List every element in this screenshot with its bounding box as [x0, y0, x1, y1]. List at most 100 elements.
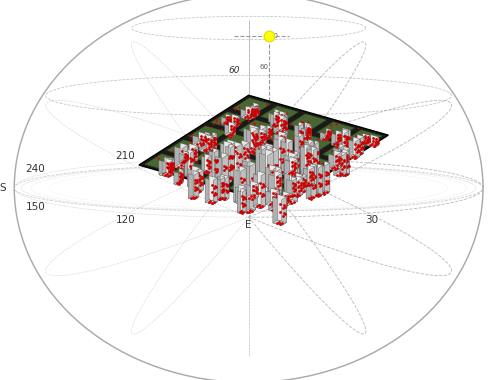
Polygon shape: [337, 132, 342, 146]
Point: [192, 194, 200, 200]
Point: [309, 155, 317, 161]
Point: [218, 177, 226, 183]
Point: [296, 188, 304, 195]
Point: [194, 179, 202, 185]
Point: [342, 136, 350, 142]
Point: [222, 176, 230, 182]
Point: [226, 124, 234, 130]
Polygon shape: [310, 141, 314, 166]
Point: [372, 141, 380, 147]
Point: [326, 129, 334, 135]
Point: [350, 155, 358, 161]
Polygon shape: [311, 143, 316, 175]
Point: [276, 175, 283, 181]
Polygon shape: [205, 178, 213, 204]
Point: [334, 171, 342, 177]
Point: [371, 140, 379, 146]
Point: [297, 185, 305, 191]
Polygon shape: [196, 168, 200, 188]
Point: [210, 192, 218, 198]
Point: [210, 137, 218, 143]
Point: [275, 158, 283, 164]
Polygon shape: [209, 179, 218, 183]
Point: [247, 127, 255, 133]
Point: [261, 110, 269, 116]
Point: [226, 117, 234, 123]
Point: [184, 172, 192, 178]
Point: [210, 135, 218, 141]
Point: [309, 175, 317, 181]
Point: [244, 149, 252, 155]
Point: [248, 113, 256, 119]
Point: [337, 149, 345, 155]
Point: [298, 119, 306, 125]
Polygon shape: [184, 152, 188, 163]
Polygon shape: [246, 130, 254, 155]
Point: [352, 145, 360, 151]
Point: [256, 139, 264, 145]
Polygon shape: [284, 193, 290, 207]
Point: [250, 146, 258, 152]
Point: [191, 177, 199, 183]
Polygon shape: [188, 169, 196, 188]
Point: [260, 137, 268, 143]
Point: [280, 130, 288, 136]
Point: [296, 147, 304, 153]
Point: [326, 131, 334, 137]
Point: [289, 185, 297, 191]
Polygon shape: [344, 147, 350, 174]
Point: [252, 186, 260, 192]
Point: [304, 179, 312, 185]
Polygon shape: [336, 130, 342, 143]
Point: [282, 110, 290, 116]
Point: [182, 157, 190, 163]
Polygon shape: [338, 131, 346, 154]
Point: [274, 144, 282, 150]
Point: [256, 204, 264, 211]
Point: [339, 171, 347, 177]
Point: [206, 124, 214, 130]
Polygon shape: [224, 141, 232, 181]
Point: [201, 136, 209, 142]
Point: [312, 157, 320, 163]
Point: [280, 203, 288, 209]
Point: [190, 193, 198, 200]
Point: [324, 135, 332, 141]
Polygon shape: [283, 114, 288, 135]
Point: [241, 195, 249, 201]
Point: [236, 168, 244, 174]
Point: [250, 107, 258, 113]
Point: [290, 166, 298, 172]
Polygon shape: [216, 134, 254, 150]
Point: [272, 208, 280, 214]
Point: [193, 141, 201, 147]
Point: [166, 168, 174, 174]
Point: [241, 160, 249, 166]
Point: [214, 121, 222, 127]
Point: [334, 164, 342, 170]
Polygon shape: [239, 185, 246, 203]
Point: [210, 145, 218, 151]
Point: [213, 157, 221, 163]
Point: [365, 138, 373, 144]
Polygon shape: [145, 154, 183, 170]
Point: [336, 133, 344, 139]
Point: [269, 192, 277, 198]
Polygon shape: [274, 139, 280, 175]
Point: [166, 169, 174, 175]
Point: [258, 136, 266, 142]
Point: [291, 183, 299, 189]
Point: [278, 169, 285, 176]
Polygon shape: [314, 166, 318, 197]
Point: [269, 194, 277, 200]
Point: [256, 122, 264, 128]
Point: [305, 182, 313, 188]
Point: [266, 131, 274, 137]
Point: [194, 176, 202, 182]
Point: [250, 109, 258, 116]
Polygon shape: [281, 117, 286, 135]
Point: [220, 120, 228, 127]
Point: [224, 120, 232, 126]
Point: [324, 169, 332, 176]
Point: [189, 182, 197, 188]
